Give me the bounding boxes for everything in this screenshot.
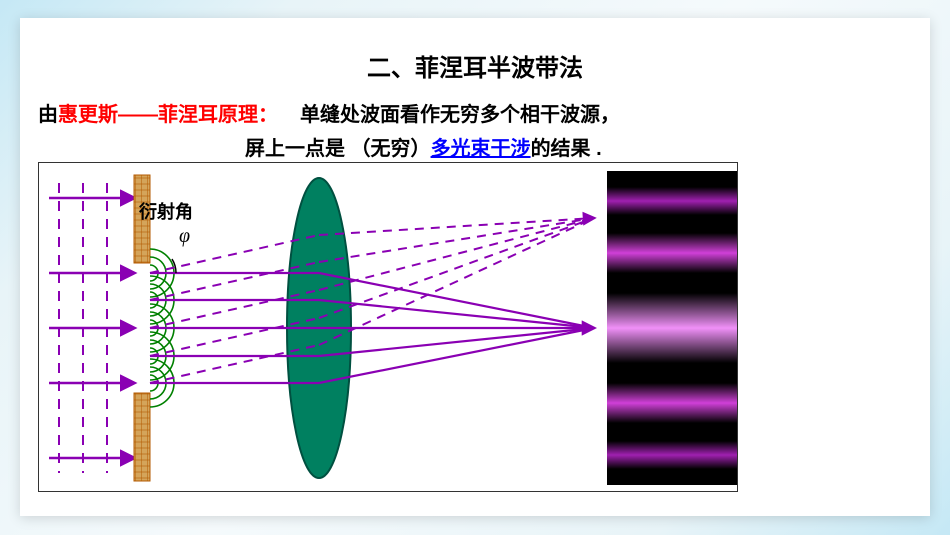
text-line-2b: 多光束干涉 — [431, 138, 531, 160]
slide-container: 二、菲涅耳半波带法 由惠更斯——菲涅耳原理： 单缝处波面看作无穷多个相干波源， … — [20, 18, 930, 516]
pattern-band — [607, 383, 737, 423]
slide-title: 二、菲涅耳半波带法 — [20, 48, 930, 83]
pattern-band — [607, 187, 737, 215]
text-line-1: 由惠更斯——菲涅耳原理： — [38, 98, 278, 127]
text-prefix: 由 — [38, 104, 58, 126]
diffraction-pattern — [607, 171, 737, 485]
text-line-2: 屏上一点是 （无穷）多光束干涉的结果 . — [245, 132, 602, 161]
pattern-band — [607, 293, 737, 363]
phi-symbol: φ — [179, 225, 190, 248]
text-principle: 惠更斯——菲涅耳原理： — [58, 104, 278, 126]
pattern-band — [607, 233, 737, 273]
pattern-band — [607, 441, 737, 469]
angle-label: 衍射角 — [139, 198, 193, 224]
text-line-2a: 屏上一点是 （无穷） — [245, 138, 431, 160]
diffraction-diagram: 衍射角 φ — [38, 162, 738, 492]
text-line-2c: 的结果 . — [531, 138, 602, 160]
text-line-1-desc: 单缝处波面看作无穷多个相干波源， — [300, 98, 620, 127]
